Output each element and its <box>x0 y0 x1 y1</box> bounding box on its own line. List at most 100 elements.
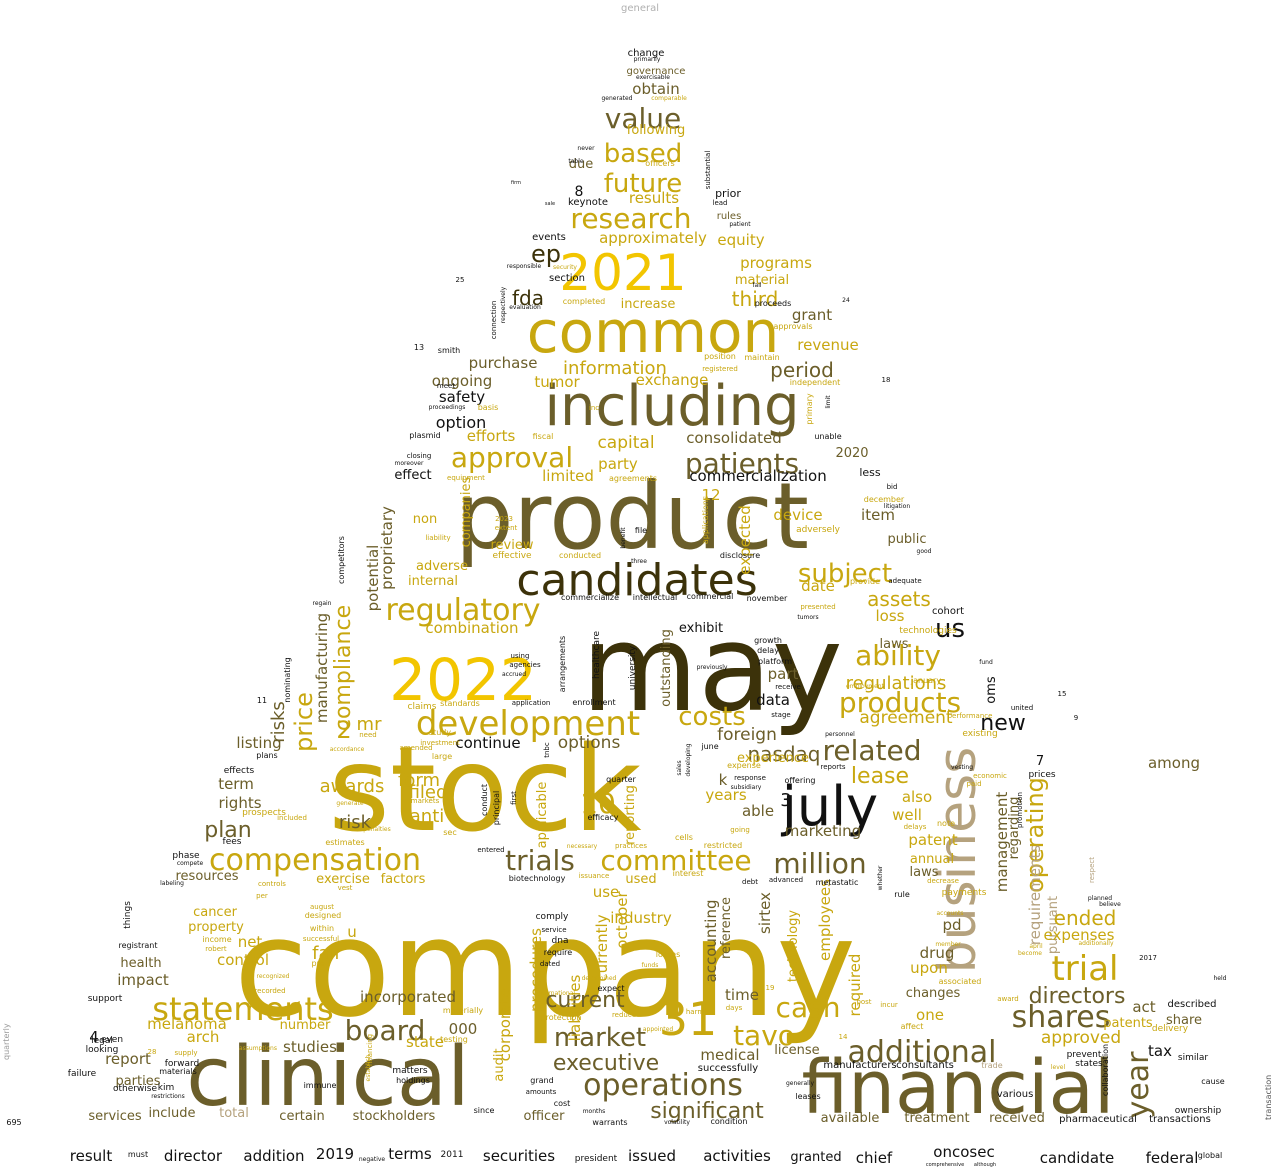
word-466: accounts <box>936 910 963 917</box>
word-256: even <box>101 1035 123 1045</box>
word-455: cells <box>675 833 693 842</box>
word-434: recorded <box>254 987 285 995</box>
word-124: data <box>756 691 790 709</box>
word-384: adversely <box>796 525 841 535</box>
word-445: reduce <box>612 1011 636 1019</box>
word-89: purchase <box>469 354 538 372</box>
word-233: result <box>70 1147 113 1165</box>
word-146: share <box>1166 1013 1202 1028</box>
word-66: foreign <box>717 725 777 745</box>
word-36: board <box>345 1014 426 1047</box>
word-257: looking <box>86 1045 119 1055</box>
word-386: independent <box>790 378 841 387</box>
word-286: responsible <box>507 263 542 270</box>
word-406: inc <box>589 404 599 412</box>
word-42: significant <box>650 1099 764 1124</box>
word-7: including <box>544 374 799 439</box>
word-303: fund <box>979 659 993 666</box>
word-130: marketing <box>785 822 861 840</box>
word-412: need <box>359 731 377 739</box>
word-450: losses <box>656 950 681 959</box>
word-443: international <box>537 990 576 997</box>
word-150: prices <box>1028 770 1055 780</box>
word-78: risks <box>268 701 289 743</box>
word-28: related <box>822 734 921 767</box>
word-463: note <box>937 819 955 828</box>
word-355: amounts <box>526 1088 557 1096</box>
word-203: outstanding <box>659 629 674 707</box>
word-94: programs <box>740 254 812 272</box>
word-291: exercisable <box>636 74 670 81</box>
word-207: certain <box>279 1109 324 1124</box>
word-140: ended <box>1054 906 1117 930</box>
word-282: moreover <box>395 460 424 467</box>
word-52: new <box>980 711 1025 736</box>
word-127: able <box>742 802 774 820</box>
word-472: post <box>856 998 871 1006</box>
word-176: studies <box>283 1038 337 1056</box>
word-63: assets <box>867 587 931 611</box>
word-382: performance <box>948 712 993 720</box>
word-13: 31 <box>659 992 718 1046</box>
word-323: arrangements <box>558 636 567 692</box>
word-159: sirtex <box>756 892 774 934</box>
word-83: limited <box>542 467 594 485</box>
word-106: keynote <box>568 197 608 208</box>
word-321: benefit <box>620 527 627 549</box>
word-326: application <box>512 699 551 707</box>
word-189: property <box>188 920 244 935</box>
word-219: federal <box>1146 1149 1199 1167</box>
word-388: proceeds <box>755 299 792 308</box>
word-82: combination <box>425 619 518 637</box>
word-31: subject <box>798 559 892 589</box>
word-24: future <box>604 169 682 199</box>
word-19: additional <box>848 1035 997 1070</box>
word-372: personnel <box>825 731 855 738</box>
word-266: prospects <box>242 808 286 818</box>
word-423: controls <box>258 880 286 888</box>
word-287: never <box>577 145 595 152</box>
word-376: tumors <box>797 614 818 621</box>
word-322: healthcare <box>592 631 602 679</box>
word-469: award <box>997 995 1019 1003</box>
word-391: position <box>704 352 736 361</box>
word-270: nominating <box>283 657 292 702</box>
word-99: increase <box>621 297 676 312</box>
word-61: consolidated <box>686 429 782 447</box>
word-152: pd <box>942 916 961 934</box>
word-403: comparable <box>651 95 687 102</box>
word-253: materials <box>159 1067 197 1076</box>
word-196: adverse <box>416 559 468 574</box>
word-337: june <box>700 742 718 751</box>
word-347: biotechnology <box>509 874 566 883</box>
word-378: provide <box>850 577 880 586</box>
word-182: report <box>105 1050 151 1068</box>
word-432: pre <box>311 959 324 968</box>
word-422: included <box>277 814 307 822</box>
word-395: agreements <box>609 474 657 483</box>
word-377: presented <box>800 603 835 611</box>
word-2: stock <box>328 720 641 858</box>
word-385: primary <box>805 393 814 425</box>
word-110: rules <box>717 211 742 222</box>
word-37: market <box>554 1023 646 1053</box>
word-335: receive <box>775 683 801 691</box>
word-59: 3 <box>780 790 791 811</box>
word-320: three <box>631 558 647 565</box>
word-456: interest <box>673 869 704 878</box>
word-299: bid <box>887 483 898 491</box>
word-41: executive <box>553 1051 659 1076</box>
word-54: operating <box>1021 777 1049 893</box>
word-245: similar <box>1178 1053 1208 1063</box>
word-212: received <box>989 1111 1045 1126</box>
word-471: incur <box>880 1001 898 1009</box>
word-145: tax <box>1148 1042 1172 1060</box>
word-477: level <box>1051 1064 1066 1071</box>
word-49: us <box>935 614 965 644</box>
word-149: 7 <box>1036 754 1044 769</box>
word-133: patent <box>908 831 957 849</box>
word-48: period <box>770 358 834 382</box>
word-112: 12 <box>701 486 720 504</box>
word-224: president <box>575 1154 618 1164</box>
